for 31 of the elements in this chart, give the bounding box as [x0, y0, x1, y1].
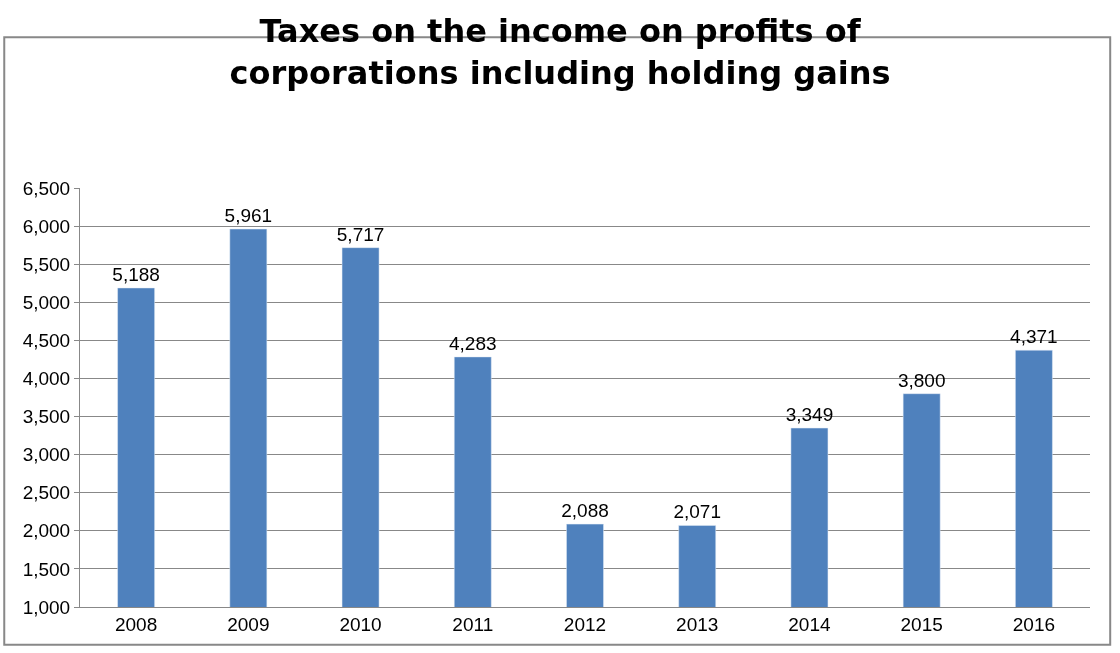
- x-tick-label: 2010: [339, 613, 382, 635]
- chart-title: Taxes on the income on profits of corporations including holding gains: [229, 12, 891, 93]
- data-label: 5,961: [224, 205, 273, 227]
- y-tick-label: 4,500: [22, 330, 71, 352]
- data-label: 3,349: [785, 404, 834, 426]
- data-label: 3,800: [897, 369, 946, 391]
- x-tick-label: 2015: [900, 613, 943, 635]
- y-tick-label: 6,500: [22, 177, 71, 199]
- x-tick-label: 2013: [676, 613, 719, 635]
- x-tick-label: 2011: [452, 613, 494, 635]
- x-tick-label: 2008: [114, 613, 158, 635]
- x-tick-label: 2014: [788, 613, 831, 635]
- y-tick-label: 3,500: [22, 406, 71, 428]
- x-tick-label: 2009: [227, 613, 270, 635]
- data-label: 5,717: [336, 223, 385, 245]
- data-label: 5,188: [112, 263, 160, 285]
- y-tick-label: 2,500: [22, 482, 71, 504]
- y-tick-label: 6,000: [22, 215, 71, 237]
- x-tick-label: 2012: [563, 613, 607, 635]
- y-tick-label: 1,500: [22, 558, 71, 580]
- data-label: 2,071: [673, 501, 721, 523]
- y-tick-label: 4,000: [22, 368, 71, 390]
- y-tick-label: 5,000: [22, 291, 71, 313]
- y-tick-label: 5,500: [22, 253, 71, 275]
- x-tick-label: 2016: [1012, 613, 1056, 635]
- data-label: 4,283: [449, 332, 497, 354]
- data-label: 4,371: [1010, 326, 1058, 348]
- y-tick-label: 1,000: [22, 596, 71, 618]
- y-tick-label: 3,000: [22, 444, 71, 466]
- data-label: 2,088: [561, 500, 609, 522]
- y-tick-label: 2,000: [22, 520, 71, 542]
